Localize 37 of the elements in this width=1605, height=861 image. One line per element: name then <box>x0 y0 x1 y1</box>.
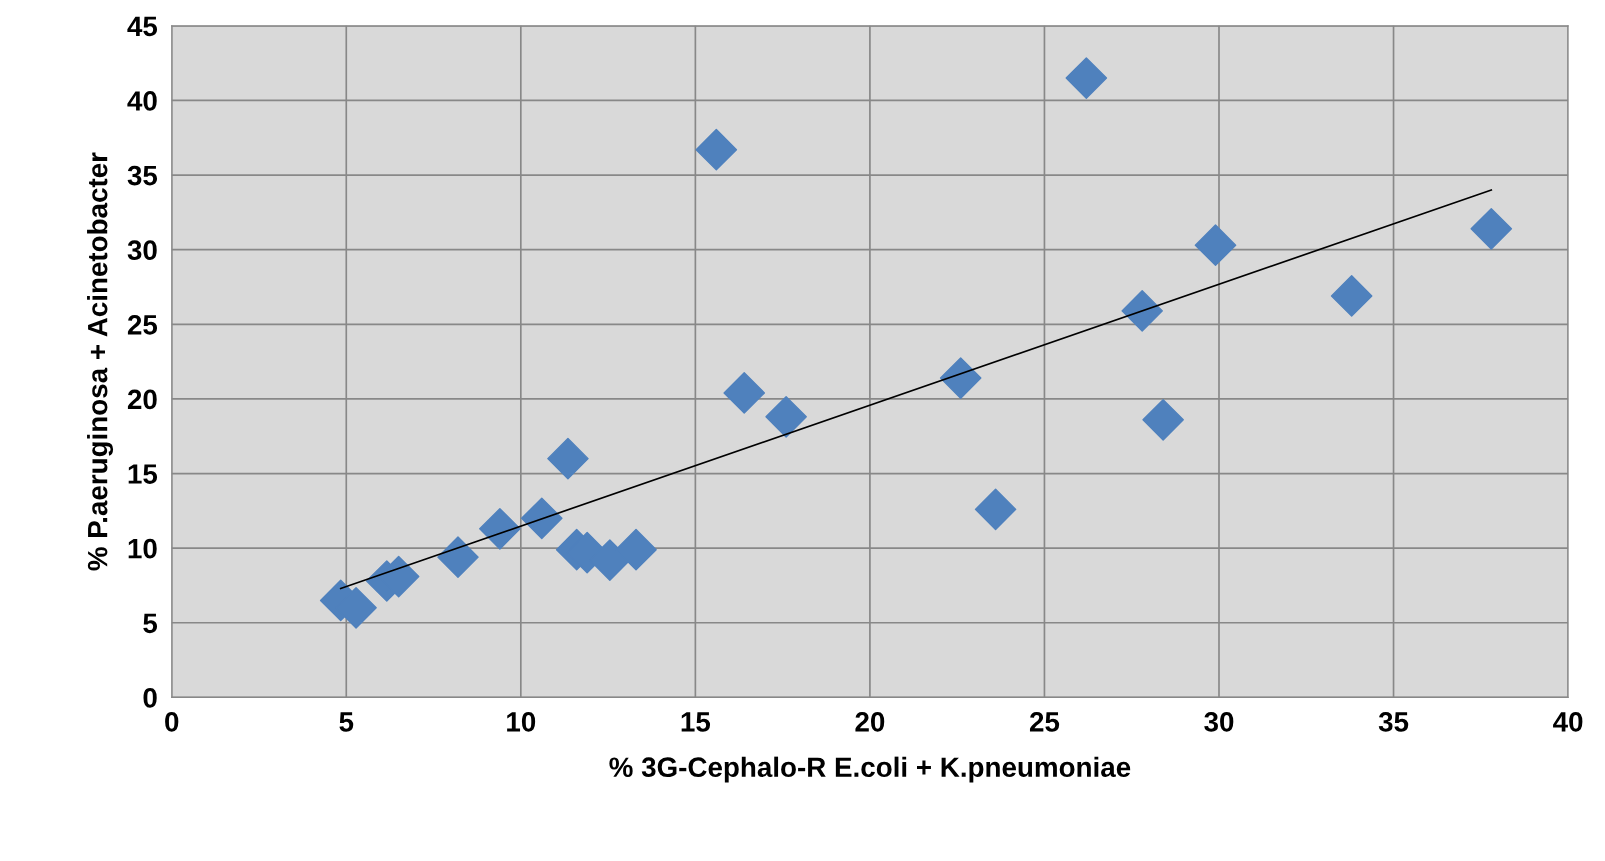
x-tick-label: 0 <box>165 712 179 732</box>
point <box>615 528 657 571</box>
x-tick-label: 35 <box>1378 712 1409 732</box>
y-tick-label: 0 <box>143 688 157 708</box>
x-tick-label: 15 <box>681 712 711 732</box>
point <box>1121 290 1164 332</box>
point <box>765 396 807 438</box>
x-tick-label: 40 <box>1553 712 1583 732</box>
y-tick-label: 15 <box>128 464 158 484</box>
y-tick-label: 35 <box>127 165 158 186</box>
point <box>1065 57 1108 99</box>
point <box>437 536 479 578</box>
point <box>939 357 982 399</box>
point <box>974 488 1017 531</box>
x-tick-label: 25 <box>1029 712 1060 732</box>
point <box>1470 207 1513 250</box>
y-tick-label: 30 <box>127 240 157 261</box>
point <box>723 372 766 414</box>
y-tick-label: 5 <box>143 613 158 634</box>
y-tick-label: 20 <box>127 389 157 410</box>
point <box>695 128 738 171</box>
x-tick-label: 30 <box>1204 712 1234 732</box>
point <box>1142 399 1184 441</box>
x-tick-label: 20 <box>855 712 885 732</box>
point <box>520 497 563 540</box>
point <box>547 437 589 480</box>
y-axis-title: % P.aeruginosa + Acinetobacter <box>87 152 114 571</box>
point <box>1330 275 1373 317</box>
point <box>479 507 521 550</box>
y-tick-label: 10 <box>128 538 157 559</box>
y-tick-label: 40 <box>127 91 157 111</box>
x-axis-title: % 3G-Cephalo-R E.coli + K.pneumoniae <box>609 756 1131 783</box>
point <box>1194 224 1237 267</box>
x-tick-label: 10 <box>507 712 536 732</box>
x-tick-label: 5 <box>339 712 354 732</box>
y-tick-label: 25 <box>127 314 158 335</box>
y-tick-label: 45 <box>127 16 158 37</box>
